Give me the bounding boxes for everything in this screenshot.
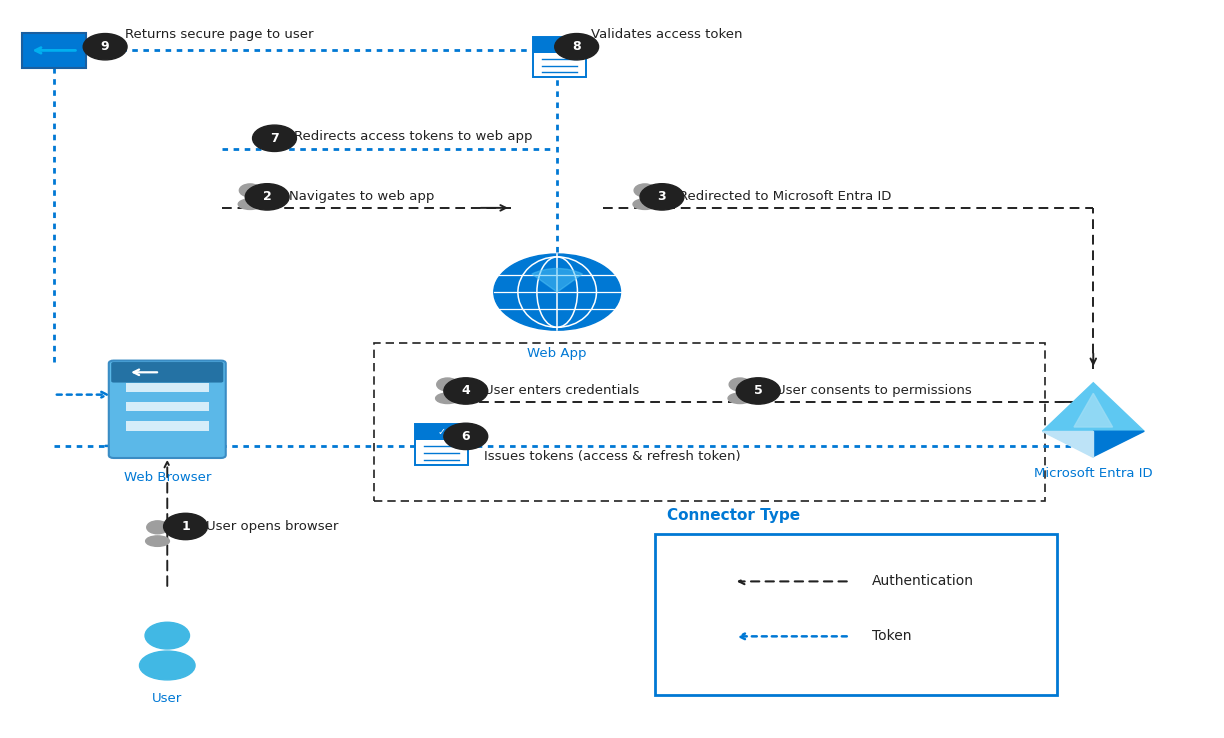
Text: Navigates to web app: Navigates to web app <box>289 190 435 204</box>
Text: Microsoft Entra ID: Microsoft Entra ID <box>1034 467 1153 480</box>
Text: 9: 9 <box>100 41 109 53</box>
Text: User: User <box>152 692 182 705</box>
Text: Web App: Web App <box>528 348 588 360</box>
Circle shape <box>730 378 750 391</box>
Circle shape <box>144 622 190 649</box>
Text: 4: 4 <box>461 384 470 398</box>
Circle shape <box>634 184 656 197</box>
Text: User opens browser: User opens browser <box>207 520 339 533</box>
Circle shape <box>164 514 208 539</box>
Circle shape <box>554 33 599 60</box>
FancyBboxPatch shape <box>22 32 86 68</box>
Ellipse shape <box>140 651 195 680</box>
Text: 2: 2 <box>263 190 272 204</box>
Polygon shape <box>1043 383 1144 431</box>
Ellipse shape <box>728 393 752 404</box>
Text: Validates access token: Validates access token <box>591 28 743 41</box>
FancyBboxPatch shape <box>111 362 223 382</box>
Circle shape <box>83 33 127 60</box>
Ellipse shape <box>633 199 657 210</box>
Text: 5: 5 <box>754 384 763 398</box>
Text: 7: 7 <box>271 132 279 145</box>
Circle shape <box>444 378 487 404</box>
FancyBboxPatch shape <box>109 361 225 458</box>
Text: Issues tokens (access & refresh token): Issues tokens (access & refresh token) <box>483 450 741 463</box>
FancyBboxPatch shape <box>532 37 586 53</box>
FancyBboxPatch shape <box>655 534 1056 695</box>
Text: ✓: ✓ <box>556 40 564 50</box>
Polygon shape <box>1093 431 1144 457</box>
Polygon shape <box>1073 393 1113 427</box>
Text: Token: Token <box>871 630 911 644</box>
Wedge shape <box>532 269 583 292</box>
Text: Authentication: Authentication <box>871 574 973 588</box>
Text: 1: 1 <box>181 520 190 533</box>
Text: 8: 8 <box>573 41 581 53</box>
FancyBboxPatch shape <box>415 424 469 441</box>
Text: 6: 6 <box>461 430 470 443</box>
Text: Connector Type: Connector Type <box>667 508 800 523</box>
Circle shape <box>640 184 684 210</box>
FancyBboxPatch shape <box>126 383 209 393</box>
Circle shape <box>252 125 296 151</box>
Text: User consents to permissions: User consents to permissions <box>776 384 972 398</box>
Text: Web Browser: Web Browser <box>124 471 211 484</box>
Polygon shape <box>1043 431 1093 457</box>
Text: ✓: ✓ <box>437 427 446 438</box>
Text: Returns secure page to user: Returns secure page to user <box>125 28 313 41</box>
Ellipse shape <box>436 393 459 404</box>
FancyBboxPatch shape <box>126 421 209 430</box>
Text: Redirects access tokens to web app: Redirects access tokens to web app <box>294 130 532 142</box>
Circle shape <box>240 184 261 197</box>
FancyBboxPatch shape <box>126 402 209 412</box>
Ellipse shape <box>146 536 169 546</box>
Text: 3: 3 <box>657 190 666 204</box>
FancyBboxPatch shape <box>532 37 586 77</box>
Circle shape <box>444 423 487 449</box>
FancyBboxPatch shape <box>415 424 469 465</box>
Circle shape <box>737 378 780 404</box>
Circle shape <box>437 378 458 391</box>
Circle shape <box>493 254 621 330</box>
Circle shape <box>245 184 289 210</box>
Circle shape <box>147 521 168 534</box>
Text: User enters credentials: User enters credentials <box>483 384 639 398</box>
Text: Redirected to Microsoft Entra ID: Redirected to Microsoft Entra ID <box>679 190 891 204</box>
Ellipse shape <box>239 199 262 210</box>
